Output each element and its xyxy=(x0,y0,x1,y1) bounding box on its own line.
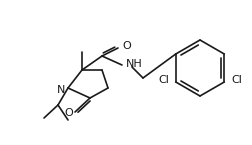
Text: Cl: Cl xyxy=(230,75,241,85)
Text: O: O xyxy=(64,108,73,118)
Text: N: N xyxy=(56,85,65,95)
Text: Cl: Cl xyxy=(157,75,168,85)
Text: NH: NH xyxy=(125,59,142,69)
Text: O: O xyxy=(121,41,130,51)
